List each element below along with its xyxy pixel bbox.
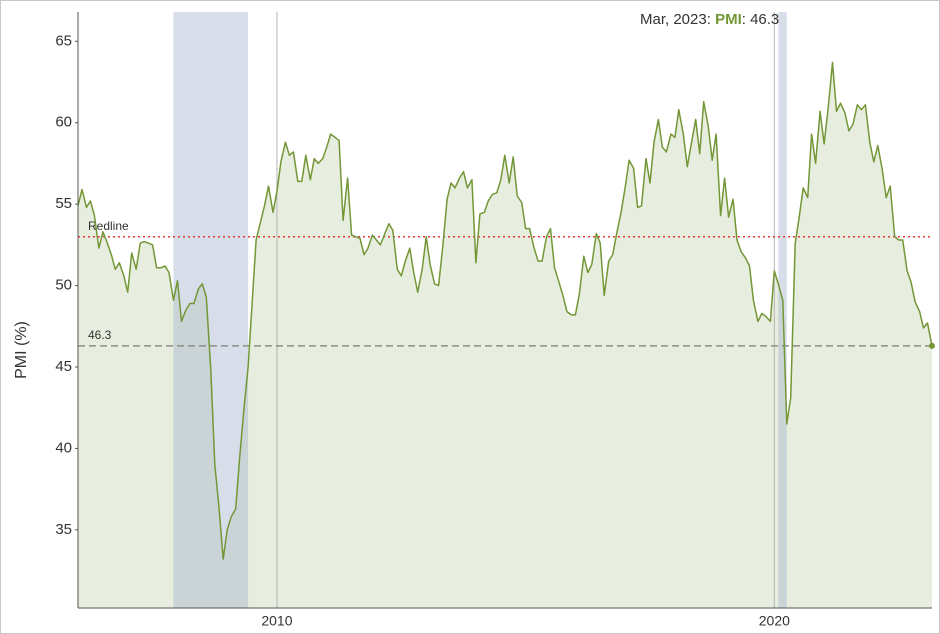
tooltip-sep: :: [707, 11, 715, 28]
tooltip-sep: :: [742, 11, 750, 28]
y-axis-label: PMI (%): [13, 321, 30, 379]
line: [77, 61, 933, 560]
reference-label: 46.3: [88, 328, 112, 342]
end-point: [929, 342, 935, 349]
recession-band: [173, 12, 249, 608]
x-tick-label: 2020: [759, 613, 790, 629]
tooltip-value: 46.3: [750, 11, 779, 28]
tooltip-date: Mar, 2023: [640, 11, 707, 28]
y-tick-label: 45: [55, 358, 72, 375]
y-tick-label: 50: [55, 277, 72, 294]
tooltip: Mar, 2023: PMI: 46.3: [640, 11, 779, 28]
y-tick-label: 60: [55, 114, 72, 131]
area: [78, 62, 932, 608]
y-tick-label: 65: [55, 32, 72, 49]
y-tick-label: 40: [55, 439, 72, 456]
redline-label: Redline: [88, 219, 129, 233]
tooltip-series: PMI: [715, 11, 742, 28]
y-tick-label: 55: [55, 195, 72, 212]
y-tick-label: 35: [55, 521, 72, 538]
x-tick-label: 2010: [261, 613, 292, 629]
